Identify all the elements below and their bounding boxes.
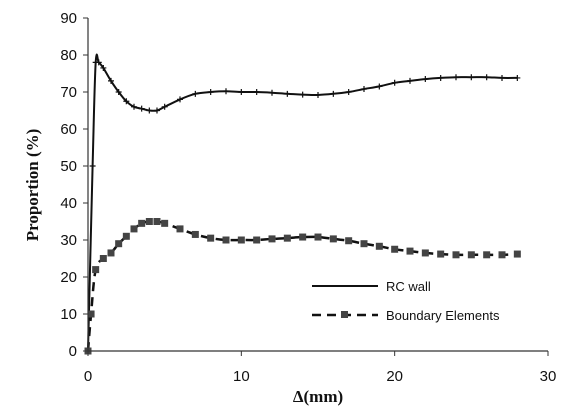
- data-point: [361, 86, 367, 93]
- data-point: [330, 90, 337, 97]
- data-point: [253, 236, 261, 244]
- data-point: [115, 89, 122, 95]
- data-point: [315, 91, 321, 98]
- data-point: [176, 225, 184, 233]
- data-point: [145, 218, 153, 225]
- data-point: [237, 236, 245, 244]
- data-point: [207, 234, 215, 242]
- data-point: [314, 233, 322, 241]
- data-point: [375, 242, 383, 250]
- data-point: [467, 251, 475, 259]
- data-point: [468, 74, 475, 81]
- legend-item-boundary-elements: Boundary Elements: [312, 308, 500, 323]
- data-point: [108, 77, 114, 84]
- data-point: [115, 240, 123, 248]
- y-tick-label: 0: [69, 343, 77, 360]
- x-tick-label: 0: [84, 368, 92, 385]
- y-tick-label: 90: [60, 10, 77, 27]
- data-point: [406, 247, 414, 255]
- data-point: [223, 88, 229, 95]
- y-tick-label: 40: [60, 195, 77, 212]
- y-axis-label: Proportion (%): [23, 129, 42, 242]
- legend-label-rc-wall: RC wall: [386, 279, 431, 294]
- data-point: [345, 89, 352, 95]
- x-tick-label: 10: [233, 368, 250, 385]
- data-point: [192, 90, 199, 97]
- data-point: [299, 91, 306, 98]
- data-point: [437, 74, 444, 81]
- data-point: [138, 105, 145, 112]
- y-tick-label: 10: [60, 306, 77, 323]
- plot-content: [84, 53, 521, 355]
- y-tick-label: 20: [60, 269, 77, 286]
- data-point: [100, 64, 107, 71]
- legend-marker-boundary-elements: [341, 311, 348, 318]
- data-point: [268, 235, 276, 243]
- plot-area: [88, 18, 548, 351]
- data-point: [513, 250, 521, 258]
- axes: [87, 18, 548, 352]
- data-point: [360, 240, 368, 248]
- legend-label-boundary-elements: Boundary Elements: [386, 308, 500, 323]
- data-point: [89, 163, 96, 169]
- data-point: [146, 107, 153, 114]
- data-point: [123, 98, 130, 105]
- data-point: [498, 251, 506, 259]
- data-point: [154, 107, 160, 114]
- data-point: [376, 83, 383, 90]
- data-point: [222, 236, 230, 244]
- data-point: [131, 103, 137, 110]
- ticks: 0 10 20 30 40 50 60 70 80 90 0 10 20 30: [60, 10, 556, 385]
- data-point: [207, 89, 214, 95]
- data-point: [283, 234, 291, 242]
- y-tick-label: 60: [60, 121, 77, 138]
- data-point: [191, 230, 199, 238]
- y-tick-label: 30: [60, 232, 77, 249]
- series-rc-wall: [85, 53, 521, 354]
- data-point: [437, 250, 445, 258]
- y-tick-label: 70: [60, 84, 77, 101]
- data-point: [391, 79, 398, 86]
- data-point: [329, 235, 337, 243]
- data-point: [391, 245, 399, 253]
- data-point: [407, 77, 413, 84]
- data-point: [284, 90, 291, 97]
- data-point: [499, 74, 505, 81]
- data-point: [422, 76, 429, 83]
- legend-item-rc-wall: RC wall: [312, 279, 431, 294]
- x-axis-label: Δ(mm): [293, 387, 343, 406]
- data-point: [238, 89, 245, 95]
- y-tick-label: 50: [60, 158, 77, 175]
- x-tick-label: 20: [386, 368, 403, 385]
- data-point: [269, 89, 275, 96]
- data-point: [452, 251, 460, 259]
- data-point: [253, 89, 260, 95]
- data-point: [92, 266, 100, 274]
- x-tick-label: 30: [540, 368, 557, 385]
- data-point: [421, 249, 429, 257]
- data-point: [299, 233, 307, 241]
- data-point: [122, 232, 130, 240]
- data-point: [345, 237, 353, 245]
- data-point: [483, 74, 490, 81]
- data-point: [161, 219, 169, 227]
- series-boundary-elements: [84, 218, 521, 355]
- data-point: [161, 103, 168, 110]
- y-tick-label: 80: [60, 47, 77, 64]
- data-point: [453, 74, 459, 81]
- data-point: [130, 225, 138, 233]
- data-point: [138, 219, 146, 227]
- data-point: [99, 255, 107, 262]
- data-point: [483, 251, 491, 259]
- data-point: [107, 249, 115, 257]
- data-point: [177, 96, 183, 103]
- data-point: [95, 59, 102, 66]
- legend: RC wall Boundary Elements: [312, 279, 500, 323]
- data-point: [153, 218, 161, 225]
- data-point: [87, 310, 95, 318]
- data-point: [514, 74, 521, 81]
